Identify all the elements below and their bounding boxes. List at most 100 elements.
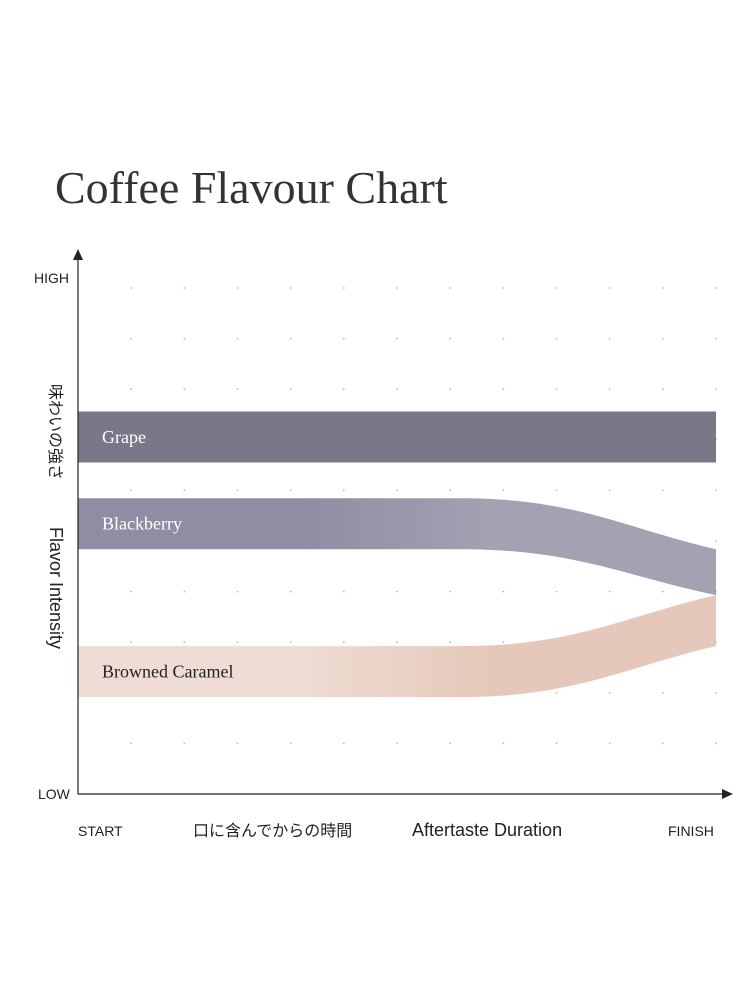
- grid-dot: [449, 641, 452, 644]
- grid-dot: [715, 337, 717, 340]
- grid-dot: [502, 388, 505, 391]
- grid-dot: [661, 691, 664, 694]
- grid-dot: [342, 287, 345, 289]
- grid-dot: [396, 337, 398, 340]
- grid-dot: [236, 641, 239, 644]
- band-label: Browned Caramel: [102, 662, 233, 682]
- grid-dot: [449, 287, 452, 289]
- grid-dot: [449, 590, 452, 593]
- grid-dot: [555, 590, 558, 593]
- grid-dot: [555, 691, 558, 694]
- grid-dot: [130, 388, 133, 391]
- grid-dot: [236, 590, 239, 593]
- grid-dot: [289, 489, 292, 492]
- grid-dot: [555, 742, 558, 745]
- grid-dot: [130, 337, 133, 340]
- grid-dot: [715, 489, 717, 492]
- grid-dot: [555, 388, 558, 391]
- y-axis-label-jp: 味わいの強さ: [46, 384, 65, 480]
- grid-dot: [502, 742, 505, 745]
- grid-dot: [608, 742, 611, 745]
- grid-dot: [396, 388, 398, 391]
- band-blackberry: [78, 498, 716, 596]
- grid-dot: [342, 388, 345, 391]
- grid-dot: [236, 388, 239, 391]
- grid-dot: [608, 691, 611, 694]
- grid-dot: [396, 287, 398, 289]
- grid-dot: [502, 590, 505, 593]
- grid-dot: [502, 489, 505, 492]
- grid-dot: [183, 590, 186, 593]
- grid-dot: [289, 742, 292, 745]
- grid-dot: [130, 641, 133, 644]
- grid-dot: [289, 641, 292, 644]
- y-axis-label-en: Flavor Intensity: [46, 527, 66, 649]
- grid-dot: [555, 337, 558, 340]
- band-grape: [78, 411, 716, 463]
- grid-dot: [449, 489, 452, 492]
- x-axis-arrow: [722, 789, 733, 799]
- x-axis-label-jp: 口に含んでからの時間: [193, 821, 352, 840]
- grid-dot: [183, 641, 186, 644]
- grid-dot: [342, 489, 345, 492]
- grid-dot: [396, 590, 398, 593]
- grid-dot: [342, 337, 345, 340]
- grid-dot: [289, 590, 292, 593]
- grid-dot: [449, 742, 452, 745]
- grid-dot: [608, 388, 611, 391]
- grid-dot: [502, 287, 505, 289]
- grid-dot: [130, 742, 133, 745]
- grid-dot: [236, 742, 239, 745]
- grid-dot: [289, 287, 292, 289]
- x-finish-label: FINISH: [668, 823, 714, 839]
- grid-dot: [289, 337, 292, 340]
- y-low-label: LOW: [38, 786, 71, 802]
- band-label: Blackberry: [102, 514, 182, 534]
- grid-dot: [342, 590, 345, 593]
- grid-dot: [183, 742, 186, 745]
- grid-dot: [661, 287, 664, 289]
- grid-dot: [661, 742, 664, 745]
- x-start-label: START: [78, 823, 123, 839]
- grid-dot: [236, 489, 239, 492]
- grid-dot: [715, 388, 717, 391]
- y-axis-arrow: [73, 249, 83, 260]
- grid-dot: [661, 489, 664, 492]
- grid-dot: [289, 388, 292, 391]
- grid-dot: [449, 388, 452, 391]
- grid-dot: [449, 337, 452, 340]
- grid-dot: [130, 489, 133, 492]
- grid-dot: [396, 742, 398, 745]
- grid-dot: [555, 287, 558, 289]
- grid-dot: [608, 489, 611, 492]
- grid-dot: [661, 388, 664, 391]
- grid-dot: [183, 337, 186, 340]
- grid-dot: [661, 590, 664, 593]
- grid-dot: [715, 287, 717, 289]
- grid-dot: [236, 287, 239, 289]
- grid-dot: [236, 337, 239, 340]
- y-high-label: HIGH: [34, 270, 69, 286]
- grid-dot: [342, 641, 345, 644]
- grid-dot: [396, 489, 398, 492]
- grid-dot: [715, 742, 717, 745]
- grid-dot: [183, 388, 186, 391]
- grid-dot: [183, 287, 186, 289]
- grid-dot: [608, 590, 611, 593]
- grid-dot: [555, 489, 558, 492]
- grid-dot: [130, 287, 133, 289]
- grid-dot: [342, 742, 345, 745]
- grid-dot: [608, 287, 611, 289]
- band-browned-caramel: [78, 595, 716, 698]
- grid-dot: [715, 691, 717, 694]
- grid-dot: [661, 337, 664, 340]
- grid-dot: [502, 337, 505, 340]
- chart-title: Coffee Flavour Chart: [55, 162, 448, 213]
- grid-dot: [502, 641, 505, 644]
- grid-dot: [715, 540, 717, 542]
- x-axis-label-en: Aftertaste Duration: [412, 820, 562, 840]
- grid-dot: [130, 590, 133, 593]
- grid-dot: [183, 489, 186, 492]
- grid-dot: [396, 641, 398, 644]
